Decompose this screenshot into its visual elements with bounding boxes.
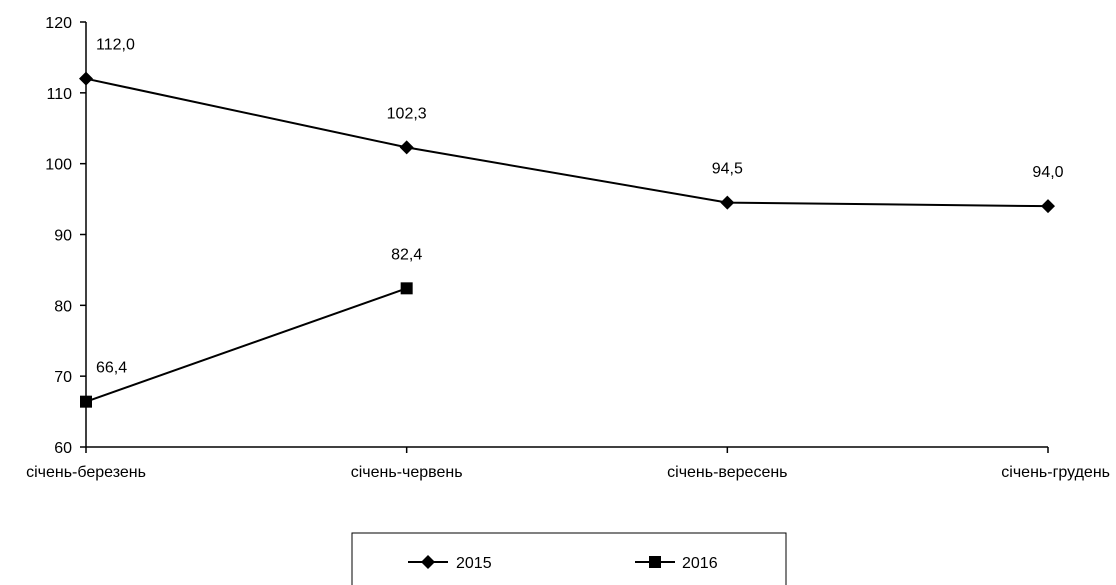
y-tick-label: 80 [54,298,72,315]
data-point-2015 [79,71,93,86]
data-point-2015 [1041,199,1055,214]
legend-label-2015: 2015 [456,555,492,572]
data-label-2015: 94,0 [1032,164,1063,181]
data-label-2016: 82,4 [391,246,422,263]
legend-marker-2015 [421,555,435,569]
x-tick-label: січень-вересень [667,464,787,481]
y-tick-label: 90 [54,228,72,245]
chart-legend: 2015 2016 [351,532,787,585]
data-label-2015: 102,3 [387,105,427,122]
chart-series: 112,0 102,3 94,5 94,0 66,4 82,4 [79,37,1064,408]
x-tick-label: січень-березень [26,464,146,481]
x-tick-label: січень-червень [351,464,463,481]
x-tick-label: січень-грудень [1001,464,1110,481]
series-line-2015 [85,77,1049,208]
data-label-2015: 112,0 [96,37,135,54]
data-point-2015 [720,195,735,210]
y-tick-label: 60 [54,440,72,457]
y-tick-label: 100 [45,157,72,174]
data-point-2016 [400,282,413,295]
y-tick-label: 120 [45,15,72,32]
data-label-2016: 66,4 [96,360,127,377]
series-line-2016 [85,287,407,403]
legend-label-2016: 2016 [682,555,718,572]
chart-axes: 60 70 80 90 100 110 120 січень-березень січень-ч… [26,15,1110,481]
y-tick-label: 110 [46,86,72,103]
data-label-2015: 94,5 [712,161,743,178]
data-point-2016 [80,395,92,408]
data-point-2015 [399,140,414,155]
legend-marker-2016 [649,556,661,568]
legend-box [351,532,787,585]
y-tick-label: 70 [54,369,72,386]
